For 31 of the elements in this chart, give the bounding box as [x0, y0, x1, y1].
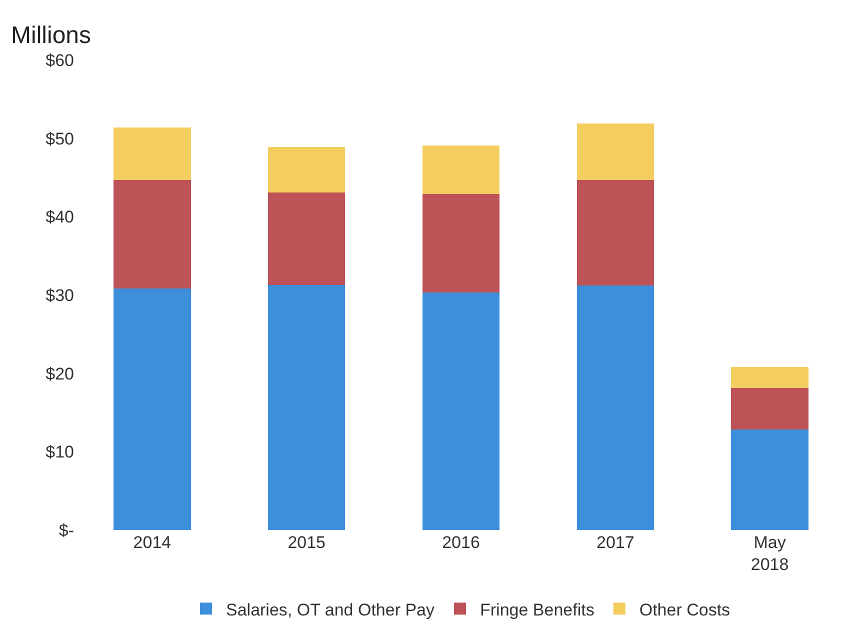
x-tick-label: May 2018	[750, 533, 789, 574]
y-tick-label: $30	[46, 286, 74, 305]
bar	[731, 430, 808, 530]
bar	[422, 145, 500, 194]
x-tick-label: 2016	[442, 533, 480, 552]
y-tick-label: $10	[46, 442, 74, 462]
x-tick-label: 2017	[596, 533, 634, 552]
bar	[114, 127, 191, 180]
x-tick-label: 2014	[133, 533, 172, 552]
y-tick-label: $-	[58, 520, 74, 540]
bar	[731, 388, 808, 430]
bar	[114, 288, 191, 530]
legend-label: Salaries, OT and Other Pay	[226, 600, 436, 620]
legend-label: Fringe Benefits	[480, 600, 594, 620]
bar	[268, 146, 346, 192]
y-tick-label: $50	[46, 129, 74, 148]
y-axis-title: Millions	[11, 22, 92, 49]
bar	[268, 284, 346, 530]
bar	[731, 367, 808, 388]
y-tick-label: $60	[46, 50, 74, 70]
bar	[576, 286, 654, 530]
y-tick-label: $40	[46, 208, 74, 227]
legend-label: Other Costs	[639, 600, 730, 620]
y-tick-label: $20	[46, 364, 74, 384]
bar	[576, 123, 654, 180]
bar	[422, 292, 500, 530]
bar	[114, 180, 191, 289]
bar	[268, 192, 346, 285]
bar	[576, 180, 654, 286]
bar	[422, 194, 500, 293]
x-tick-label: 2015	[288, 533, 326, 552]
